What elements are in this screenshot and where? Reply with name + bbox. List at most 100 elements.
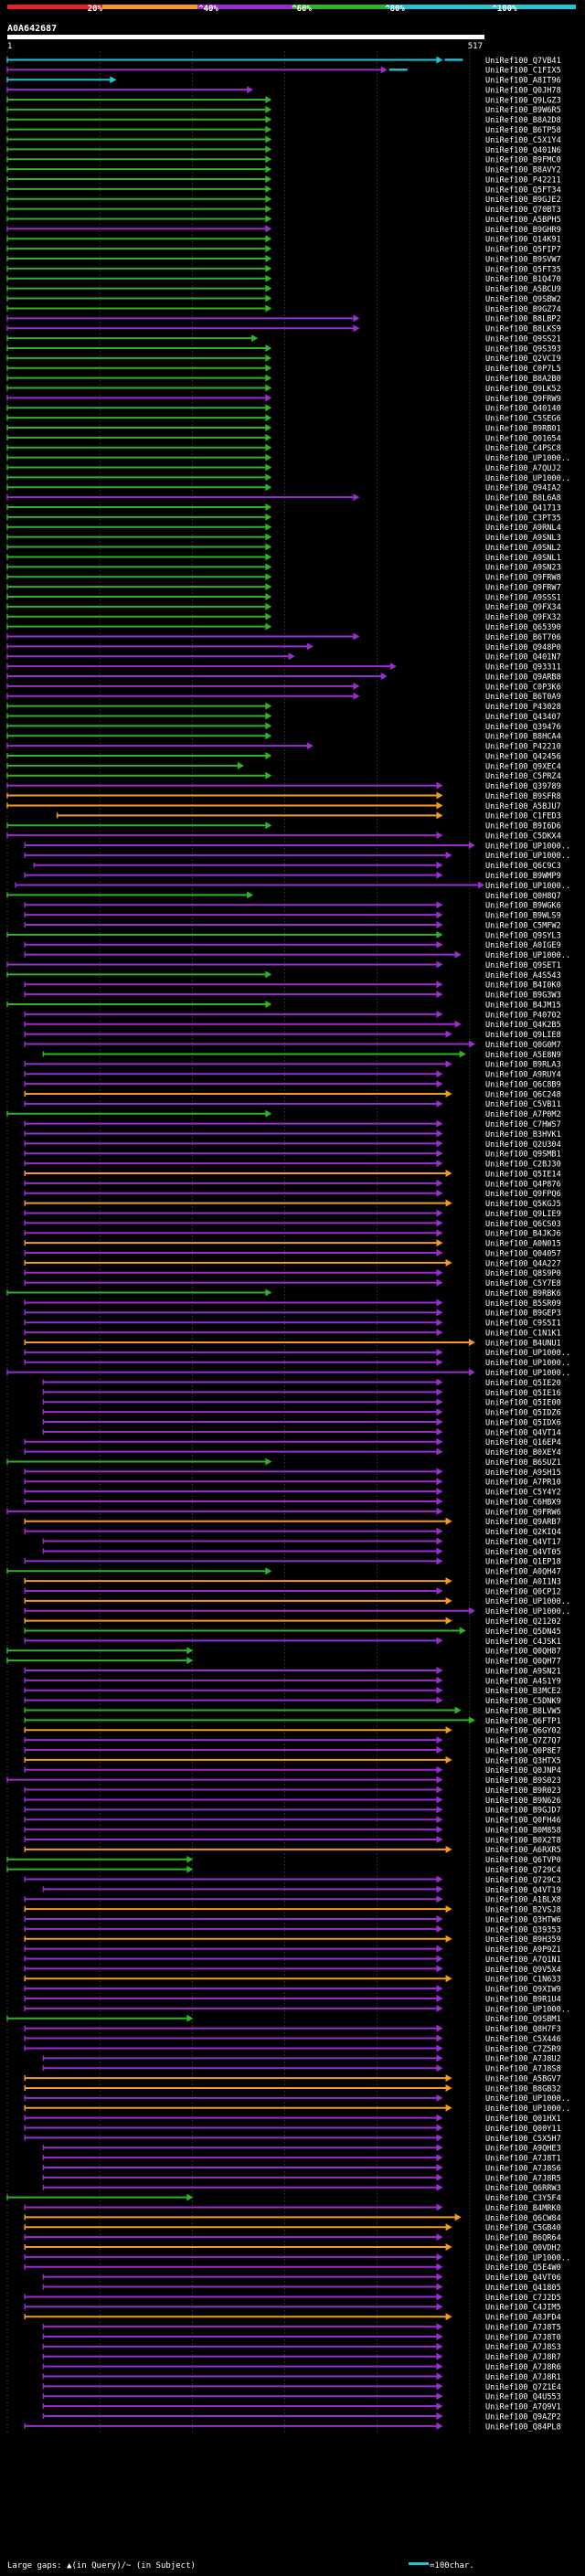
hit-label: UniRef100_A5BJU7 [485, 802, 561, 811]
hit-label: UniRef100_Q4VT17 [485, 1538, 561, 1547]
hit-arrowhead [186, 2014, 194, 2022]
hit-label: UniRef100_Q04057 [485, 1249, 561, 1258]
hit-arrowhead [436, 56, 443, 64]
hit-label: UniRef100_B0XEY4 [485, 1448, 561, 1458]
hit-label: UniRef100_Q401N6 [485, 146, 561, 155]
hit-label: UniRef100_Q4P876 [485, 1180, 561, 1189]
hit-arrowhead [265, 722, 272, 730]
hit-arrowhead [436, 2253, 443, 2261]
hit-arrowhead [436, 1786, 443, 1794]
hit-arrowhead [459, 1627, 466, 1635]
hit-label: UniRef100_A9SNL1 [485, 554, 561, 563]
hit-label: UniRef100_C1N633 [485, 1976, 561, 1985]
hit-label: UniRef100_A9RUY4 [485, 1071, 561, 1080]
hit-arrowhead [436, 861, 443, 869]
hit-label: UniRef100_B9W6R5 [485, 106, 561, 115]
hit-label: UniRef100_A9SSS1 [485, 593, 561, 602]
hit-label: UniRef100_A7J8T5 [485, 2323, 561, 2332]
hit-label: UniRef100_Q9LK52 [485, 385, 561, 394]
hit-arrowhead [265, 145, 272, 154]
hit-arrowhead [436, 2273, 443, 2281]
hit-label: UniRef100_Q9SBM1 [485, 2015, 561, 2024]
scale-label-20: 20% [88, 5, 103, 14]
hit-arrowhead [436, 1398, 443, 1406]
hit-arrowhead [186, 2193, 194, 2201]
hit-arrowhead [436, 801, 443, 810]
hit-arrowhead [436, 1895, 443, 1903]
hit-label: UniRef100_C5X446 [485, 2035, 561, 2044]
hit-label: UniRef100_Q9SET1 [485, 961, 561, 970]
hit-label: UniRef100_UP1000.. [485, 2005, 570, 2014]
hit-label: UniRef100_A7J8T1 [485, 2155, 561, 2164]
hit-arrowhead [265, 970, 272, 979]
hit-label: UniRef100_B9G3W3 [485, 991, 561, 1001]
hit-label: UniRef100_A7P0M2 [485, 1110, 561, 1119]
hit-arrowhead [454, 1020, 462, 1028]
hit-label: UniRef100_B4UNU1 [485, 1339, 561, 1348]
hit-arrowhead [265, 95, 272, 103]
hit-arrowhead [380, 66, 388, 74]
hit-arrowhead [436, 1488, 443, 1496]
hit-label: UniRef100_UP1000.. [485, 852, 570, 861]
hit-arrowhead [265, 1288, 272, 1297]
hit-arrowhead [265, 752, 272, 760]
hit-arrowhead [445, 1517, 452, 1525]
hit-extension [388, 69, 408, 71]
hit-label: UniRef100_Q9FRW9 [485, 395, 561, 404]
hit-label: UniRef100_B8A2B0 [485, 375, 561, 384]
hit-arrowhead [436, 2034, 443, 2042]
hit-arrowhead [468, 1338, 475, 1346]
hit-label: UniRef100_C5MFW2 [485, 921, 561, 930]
hit-arrowhead [265, 175, 272, 183]
hit-label: UniRef100_B9GJE2 [485, 196, 561, 205]
hit-arrowhead [353, 632, 360, 641]
hit-label: UniRef100_C4PSC8 [485, 444, 561, 453]
hit-arrowhead [265, 284, 272, 292]
hit-arrowhead [265, 274, 272, 282]
hit-label: UniRef100_B5SR09 [485, 1299, 561, 1309]
hit-label: UniRef100_A7PR10 [485, 1479, 561, 1488]
hit-arrowhead [265, 592, 272, 600]
hit-arrowhead [389, 663, 397, 671]
hit-label: UniRef100_Q41805 [485, 2284, 561, 2293]
hit-arrowhead [265, 374, 272, 382]
hit-label: UniRef100_A7QUJ2 [485, 464, 561, 473]
hit-label: UniRef100_B6QR64 [485, 2234, 561, 2243]
hit-arrowhead [436, 1378, 443, 1386]
hit-arrowhead [436, 2233, 443, 2242]
hit-label: UniRef100_Q2U304 [485, 1140, 561, 1150]
hit-label: UniRef100_UP1000.. [485, 1597, 570, 1606]
hit-label: UniRef100_Q6C248 [485, 1090, 561, 1099]
hit-arrowhead [436, 2352, 443, 2360]
hit-label: UniRef100_Q9AZP2 [485, 2412, 561, 2422]
hit-arrowhead [353, 324, 360, 333]
hit-label: UniRef100_Q9V5X4 [485, 1966, 561, 1975]
scale-label-80: ^80% [385, 5, 405, 14]
hit-arrowhead [445, 1199, 452, 1207]
hit-label: UniRef100_Q42456 [485, 752, 561, 761]
hit-label: UniRef100_B9H359 [485, 1935, 561, 1945]
hit-arrowhead [436, 2412, 443, 2420]
query-start: 1 [7, 42, 12, 51]
hit-label: UniRef100_A7J8R5 [485, 2174, 561, 2183]
hit-label: UniRef100_B9WGK6 [485, 902, 561, 911]
hit-label: UniRef100_Q21202 [485, 1617, 561, 1627]
hit-arrowhead [265, 155, 272, 164]
hit-arrowhead [436, 1150, 443, 1158]
hit-arrowhead [436, 1586, 443, 1595]
hit-arrowhead [436, 1189, 443, 1197]
hit-arrowhead [436, 2382, 443, 2390]
hit-arrowhead [454, 1706, 462, 1714]
hit-arrowhead [265, 225, 272, 233]
hit-arrowhead [353, 493, 360, 502]
hit-label: UniRef100_C9S5I1 [485, 1320, 561, 1329]
hit-label: UniRef100_A7J8R6 [485, 2363, 561, 2372]
hit-arrowhead [436, 1527, 443, 1535]
hit-arrowhead [265, 533, 272, 541]
hit-label: UniRef100_B8GB32 [485, 2084, 561, 2094]
hit-label: UniRef100_B6SUZ1 [485, 1458, 561, 1468]
hit-arrowhead [468, 1716, 475, 1724]
hit-arrowhead [436, 1160, 443, 1168]
identity-scale-bar: 20% ^40% ^60% ^80% ^100% [7, 5, 576, 14]
hit-label: UniRef100_UP1000.. [485, 1369, 570, 1378]
